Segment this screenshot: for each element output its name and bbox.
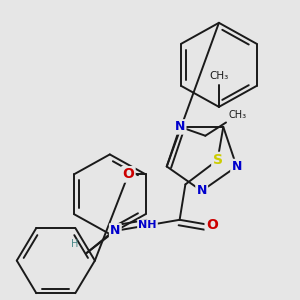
Text: N: N <box>110 224 121 237</box>
Text: O: O <box>122 167 134 181</box>
Text: S: S <box>212 153 223 167</box>
Text: NH: NH <box>138 220 157 230</box>
Text: N: N <box>196 184 207 197</box>
Text: CH₃: CH₃ <box>209 71 229 81</box>
Text: H: H <box>71 239 79 249</box>
Text: CH₃: CH₃ <box>228 110 246 120</box>
Text: O: O <box>206 218 218 232</box>
Text: N: N <box>231 160 242 173</box>
Text: N: N <box>175 120 185 134</box>
